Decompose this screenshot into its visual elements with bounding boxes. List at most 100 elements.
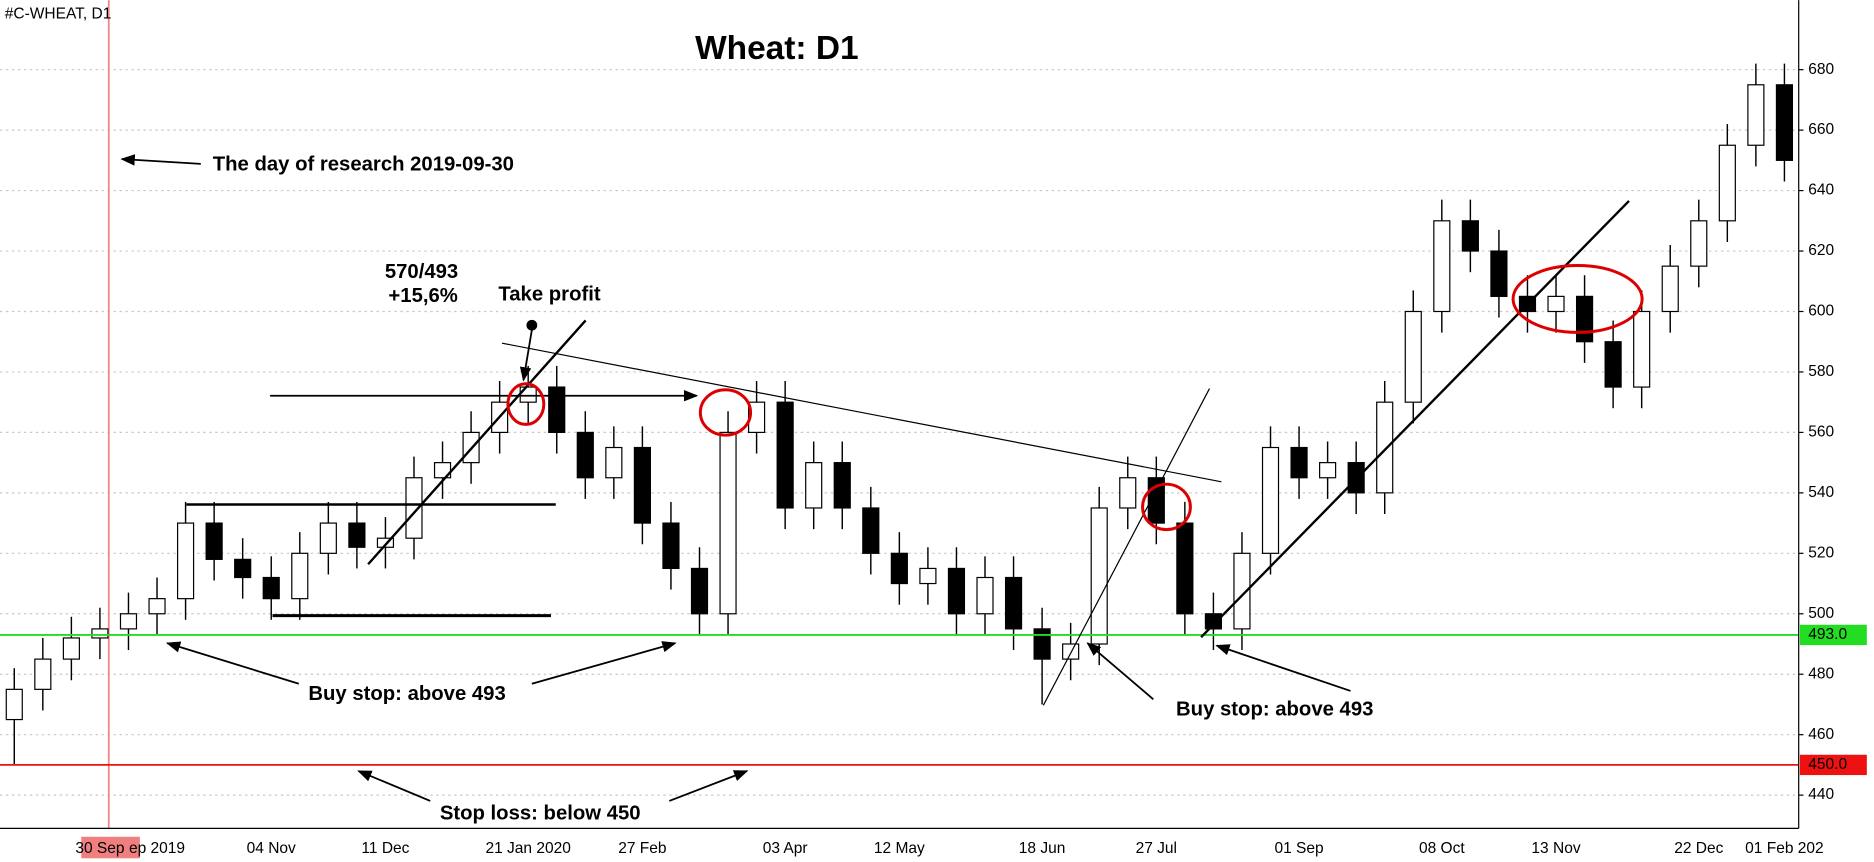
levels: 493.0 450.0 [0,624,1867,776]
candle-body [919,567,937,585]
y-tick-label: 600 [1808,303,1834,320]
arrow [1086,642,1154,700]
x-tick-label: 27 Feb [618,840,666,857]
axis-labels: 440 460 480 500 520 540 560 580 600 620 640 660 680 3… [75,61,1834,857]
y-tick-label: 480 [1808,665,1834,682]
candles [5,63,1794,765]
candle-body [1033,628,1051,660]
candle-body [62,637,80,660]
y-tick-label: 540 [1808,484,1834,501]
candle-body [1090,507,1108,645]
candle-body [91,628,109,639]
trend-line [501,342,1222,483]
arrow [668,770,749,802]
y-tick-label: 640 [1808,182,1834,199]
candle-body [1433,220,1451,313]
highlight-ellipse [506,382,546,426]
date-highlight [81,836,140,859]
chart-title: Wheat: D1 [695,30,859,67]
candle-body [1547,295,1565,313]
candle-body [1176,522,1194,615]
candle-body [1690,220,1708,267]
annotation: 570/493 [385,261,458,283]
candle-body [5,688,23,721]
candle-body [319,522,337,554]
candle-body [947,567,966,615]
x-tick-label: 18 Jun [1019,840,1066,857]
trend-line [367,319,587,566]
y-tick-label: 460 [1808,726,1834,743]
candle-body [1490,250,1508,297]
x-tick-label: 22 Dec [1674,840,1723,857]
candle-body [719,431,737,615]
y-tick-label: 620 [1808,242,1834,259]
candle-body [576,431,594,479]
drawings [120,154,1644,802]
trend-line [1042,388,1211,706]
candle-body [234,558,252,579]
y-tick-label: 560 [1808,424,1834,441]
candle-body [1718,144,1736,222]
candle-body [690,567,709,615]
symbol: #C-WHEAT, D1 [5,6,112,23]
annotation: Buy stop: above 493 [308,683,505,705]
candle-body [1004,576,1023,630]
candle-body [833,462,851,509]
annotation: Take profit [498,284,600,306]
y-tick-label: 580 [1808,363,1834,380]
arrow [165,641,300,685]
candle-body [1633,310,1651,388]
annotation: Buy stop: above 493 [1176,698,1373,720]
x-tick-label: 03 Apr [763,840,808,857]
x-tick-label: 13 Nov [1531,840,1580,857]
x-tick-label: 08 Oct [1419,840,1465,857]
candle-body [1319,462,1337,479]
candle-body [205,522,223,560]
candle-body [1747,84,1765,146]
candle-body [1261,446,1280,554]
x-tick-label: 11 Dec [361,840,409,857]
candle-body [1661,265,1679,313]
candle-body [119,613,138,630]
candle-body [548,386,566,434]
candle-body [1376,401,1394,494]
y-tick-label: 680 [1808,61,1834,78]
x-tick-label: ep 2019 [129,840,185,857]
y-tick-label: 440 [1808,786,1834,803]
y-tick-label: 660 [1808,121,1834,138]
candle-body [1404,310,1422,403]
candle-body [405,477,423,539]
candle-body [776,401,794,509]
x-tick-label: 12 May [874,840,925,857]
x-tick-label: 27 Jul [1136,840,1177,857]
candle-body [662,522,680,570]
candle-body [605,446,623,479]
candle-body [348,522,366,548]
level-label-bg [1799,624,1867,646]
candle-body [805,462,823,509]
candle-body [262,576,280,600]
y-tick-label: 500 [1808,605,1834,622]
candle-body [1575,295,1594,343]
candle-body [376,537,395,548]
annotation: +15,6% [388,285,457,307]
candle-body [890,552,908,585]
highlight-ellipse [698,388,753,437]
arrow [519,329,533,382]
x-tick-label: 30 Sep [75,840,124,857]
candle-body [633,446,651,524]
candle-body [1204,613,1223,630]
x-tick-label: 21 Jan 2020 [485,840,571,857]
x-tick-label: 04 Nov [247,840,296,857]
candle-body [1062,643,1080,660]
candle-body [862,507,880,554]
candle-body [1233,552,1251,630]
arrow [1215,644,1351,692]
candle-body [1119,477,1137,509]
take-profit-dot [526,319,538,331]
level-label-bg [1799,754,1867,776]
annotation: Stop loss: below 450 [440,802,641,824]
candle-body [34,658,52,690]
x-tick-label: 01 Sep [1274,840,1323,857]
